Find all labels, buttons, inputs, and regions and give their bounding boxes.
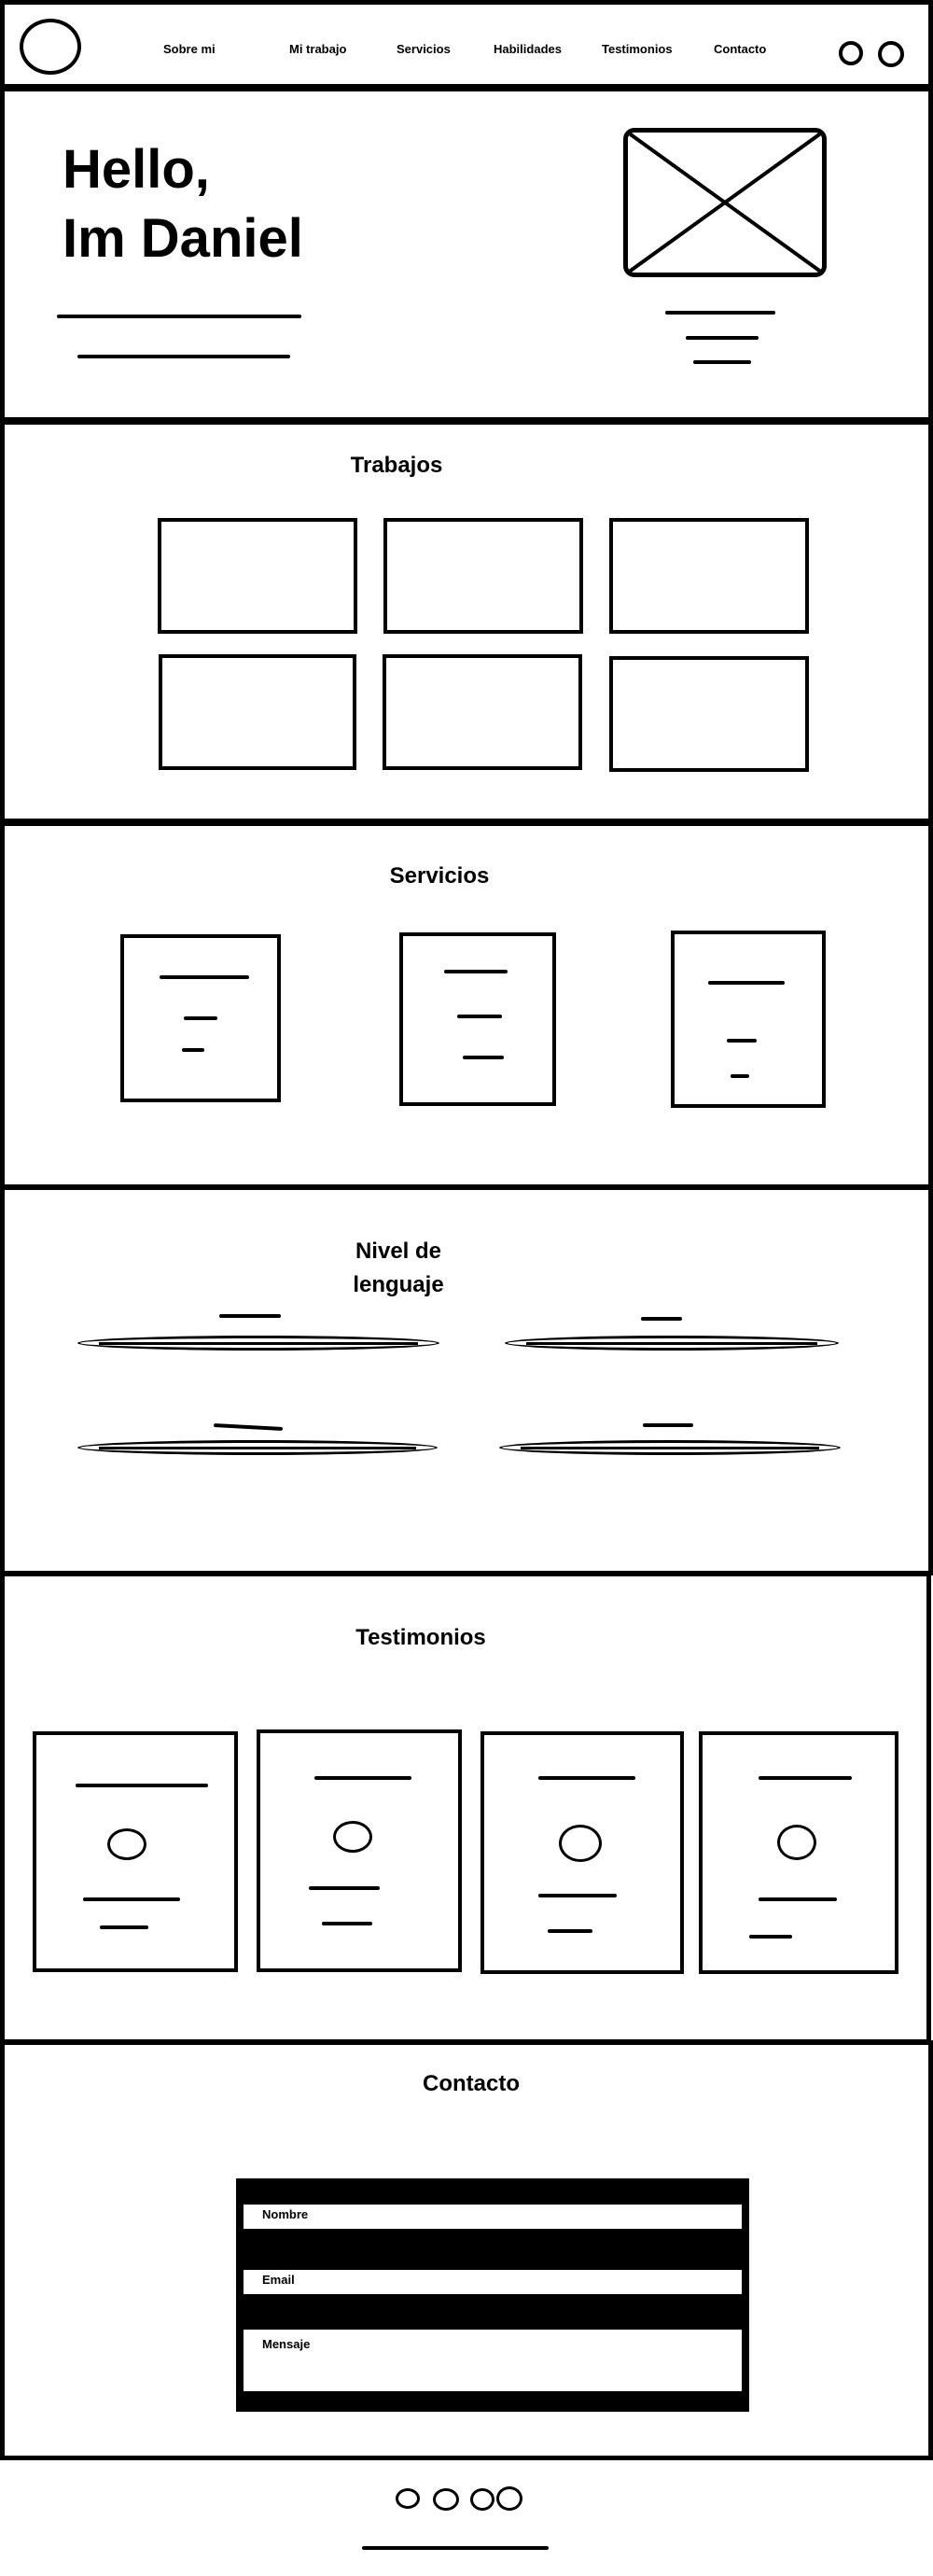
skill-progress-bar <box>77 1440 438 1455</box>
hero-text-line <box>77 355 290 358</box>
service-card-line <box>444 970 508 973</box>
social-icon[interactable] <box>433 2488 459 2511</box>
testimonial-line <box>314 1776 411 1780</box>
message-field-label: Mensaje <box>262 2337 311 2351</box>
nav-item-servicios[interactable]: Servicios <box>397 42 451 56</box>
footer-line <box>362 2546 549 2550</box>
nav-item-sobre-mi[interactable]: Sobre mi <box>163 42 216 56</box>
testimonial-line <box>538 1894 617 1897</box>
contact-title: Contacto <box>423 2071 520 2096</box>
skill-progress-bar <box>77 1336 439 1351</box>
message-field[interactable]: Mensaje <box>244 2330 742 2391</box>
work-card[interactable] <box>383 654 582 770</box>
work-card[interactable] <box>609 518 809 634</box>
testimonials-section: Testimonios <box>0 1572 931 2044</box>
hero-caption-line <box>686 336 759 340</box>
email-field[interactable]: Email <box>244 2270 742 2294</box>
nav-item-contacto[interactable]: Contacto <box>714 42 767 56</box>
hero-title-line2: Im Daniel <box>63 208 303 269</box>
nav-item-testimonios[interactable]: Testimonios <box>602 42 673 56</box>
avatar-icon <box>559 1825 602 1862</box>
works-section: Trabajos <box>0 420 933 823</box>
testimonial-card[interactable] <box>480 1731 684 1974</box>
testimonial-line <box>759 1897 837 1901</box>
social-icon[interactable] <box>878 41 904 67</box>
skills-section: Nivel de lenguaje <box>0 1185 933 1575</box>
testimonial-line <box>548 1929 592 1933</box>
avatar-icon <box>777 1825 816 1860</box>
hero-title: Hello, Im Daniel <box>63 135 303 273</box>
social-icon[interactable] <box>496 2486 522 2511</box>
testimonial-line <box>749 1935 792 1939</box>
testimonial-card[interactable] <box>257 1729 462 1972</box>
header: Sobre mi Mi trabajo Servicios Habilidade… <box>0 0 933 89</box>
service-card[interactable] <box>399 932 556 1106</box>
skills-title-line2: lenguaje <box>353 1272 444 1297</box>
skill-progress-bar <box>499 1440 841 1455</box>
skill-label-line <box>219 1314 281 1318</box>
social-icon[interactable] <box>839 41 863 65</box>
service-card-line <box>727 1039 757 1043</box>
testimonial-line <box>309 1886 380 1890</box>
service-card-line <box>184 1016 217 1020</box>
skill-label-line <box>643 1423 693 1427</box>
service-card-line <box>182 1048 204 1052</box>
testimonial-card[interactable] <box>699 1731 898 1974</box>
skill-progress-bar <box>505 1336 839 1351</box>
services-title: Servicios <box>389 863 490 889</box>
avatar-icon <box>333 1821 372 1853</box>
work-card[interactable] <box>159 654 356 770</box>
avatar-icon <box>107 1828 146 1860</box>
testimonial-line <box>322 1922 372 1925</box>
testimonial-card[interactable] <box>33 1731 238 1972</box>
skill-label-line <box>213 1423 284 1431</box>
service-card-line <box>160 975 249 979</box>
contact-form: Nombre Email Mensaje <box>236 2178 749 2412</box>
testimonials-title: Testimonios <box>355 1625 486 1650</box>
testimonial-line <box>538 1776 635 1780</box>
work-card[interactable] <box>158 518 357 634</box>
testimonial-line <box>76 1784 208 1787</box>
social-icon[interactable] <box>396 2488 420 2509</box>
footer <box>0 2460 933 2576</box>
nav-item-habilidades[interactable]: Habilidades <box>494 42 562 56</box>
skills-title-line1: Nivel de <box>355 1239 442 1264</box>
service-card-line <box>463 1056 504 1059</box>
hero-text-line <box>57 315 301 318</box>
email-field-label: Email <box>262 2273 295 2287</box>
service-card-line <box>457 1015 502 1018</box>
service-card-line <box>708 981 785 985</box>
skill-label-line <box>641 1317 682 1321</box>
hero-caption-line <box>693 360 751 364</box>
nav-item-mi-trabajo[interactable]: Mi trabajo <box>289 42 347 56</box>
testimonial-line <box>100 1925 148 1929</box>
service-card[interactable] <box>671 931 826 1108</box>
name-field[interactable]: Nombre <box>244 2205 742 2229</box>
hero-image-placeholder-icon <box>623 128 827 277</box>
contact-section: Contacto Nombre Email Mensaje <box>0 2040 933 2460</box>
skills-title: Nivel de lenguaje <box>286 1235 510 1302</box>
work-card[interactable] <box>383 518 583 634</box>
service-card-line <box>731 1074 749 1078</box>
social-icon[interactable] <box>470 2488 494 2511</box>
hero-section: Hello, Im Daniel <box>0 87 933 422</box>
works-title: Trabajos <box>350 453 443 478</box>
hero-caption-line <box>665 311 775 315</box>
work-card[interactable] <box>609 656 809 772</box>
hero-title-line1: Hello, <box>63 139 210 200</box>
name-field-label: Nombre <box>262 2207 309 2221</box>
logo-icon[interactable] <box>20 19 81 75</box>
testimonial-line <box>759 1776 852 1780</box>
service-card[interactable] <box>120 934 281 1102</box>
services-section: Servicios <box>0 821 933 1189</box>
testimonial-line <box>83 1897 180 1901</box>
